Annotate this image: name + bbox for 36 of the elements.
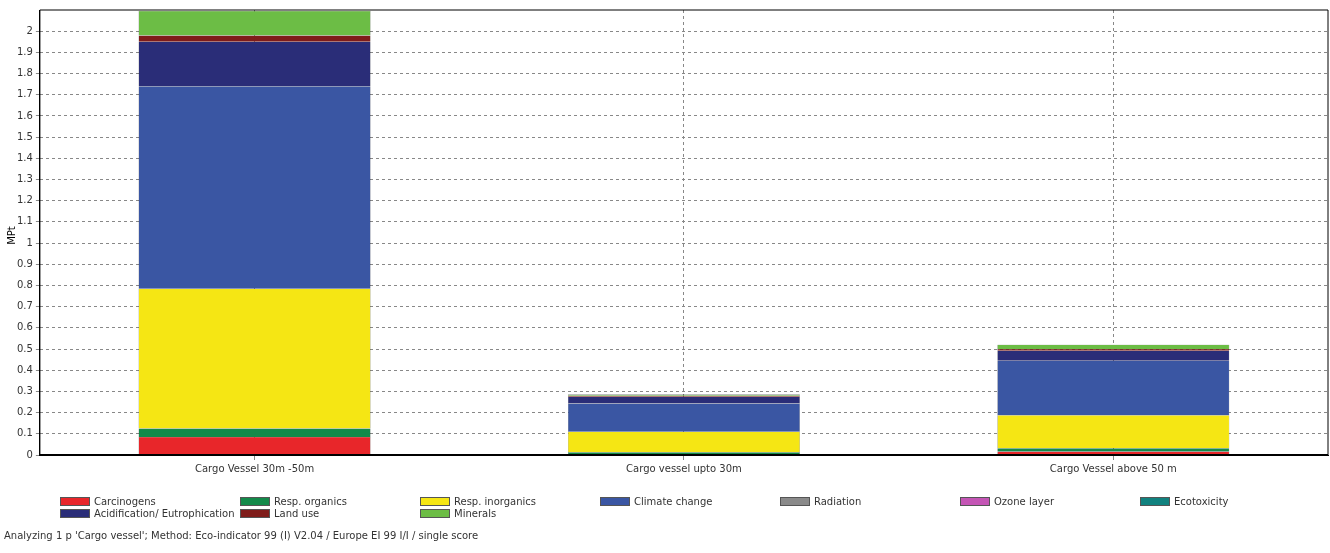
y-tick-label: 0.3 (17, 385, 33, 397)
y-tick-label: 1.2 (17, 194, 33, 206)
y-tick-label: 0.9 (17, 257, 33, 269)
y-tick-label: 0.8 (17, 279, 33, 291)
y-tick-label: 0.1 (17, 427, 33, 439)
y-tick-label: 0.5 (17, 342, 33, 354)
y-tick-label: 1.3 (17, 173, 33, 185)
y-tick-label: 1.4 (17, 151, 33, 163)
y-tick-label: 1.9 (17, 45, 33, 57)
legend-label: Minerals (454, 508, 497, 519)
legend-label: Resp. organics (274, 496, 347, 507)
x-tick-label: Cargo Vessel above 50 m (1049, 462, 1177, 474)
y-tick-label: 1.7 (17, 88, 33, 100)
y-tick-label: 0.6 (17, 321, 33, 333)
legend-label: Land use (274, 508, 320, 519)
legend-label: Climate change (634, 496, 713, 507)
y-tick-label: 0.7 (17, 300, 33, 312)
y-tick-label: 1.8 (17, 67, 33, 79)
legend-label: Radiation (814, 496, 862, 507)
y-tick-label: 1.6 (17, 109, 33, 121)
legend-label: Ozone layer (994, 496, 1054, 507)
x-tick-label: Cargo Vessel 30m -50m (195, 462, 315, 474)
y-tick-label: 1.1 (17, 215, 33, 227)
text: Analyzing 1 p 'Cargo vessel'; Method: Eco-indicator 99 (I) V2.04 / Europe EI 99 I/I / single score (4, 530, 479, 541)
y-tick-label: 1 (26, 236, 33, 248)
y-tick-label: 0.4 (17, 363, 33, 375)
legend-label: Carcinogens (94, 496, 156, 507)
y-tick-label: 2 (26, 24, 33, 36)
y-tick-label: 1.5 (17, 130, 33, 142)
legend-label: Acidification/ Eutrophication (94, 508, 235, 519)
y-axis-title: MPt (5, 226, 17, 245)
legend-label: Resp. inorganics (454, 496, 537, 507)
y-tick-label: 0 (26, 448, 33, 460)
legend-label: Ecotoxicity (1174, 496, 1229, 507)
y-tick-label: 0.2 (17, 406, 33, 418)
x-tick-label: Cargo vessel upto 30m (626, 462, 742, 474)
